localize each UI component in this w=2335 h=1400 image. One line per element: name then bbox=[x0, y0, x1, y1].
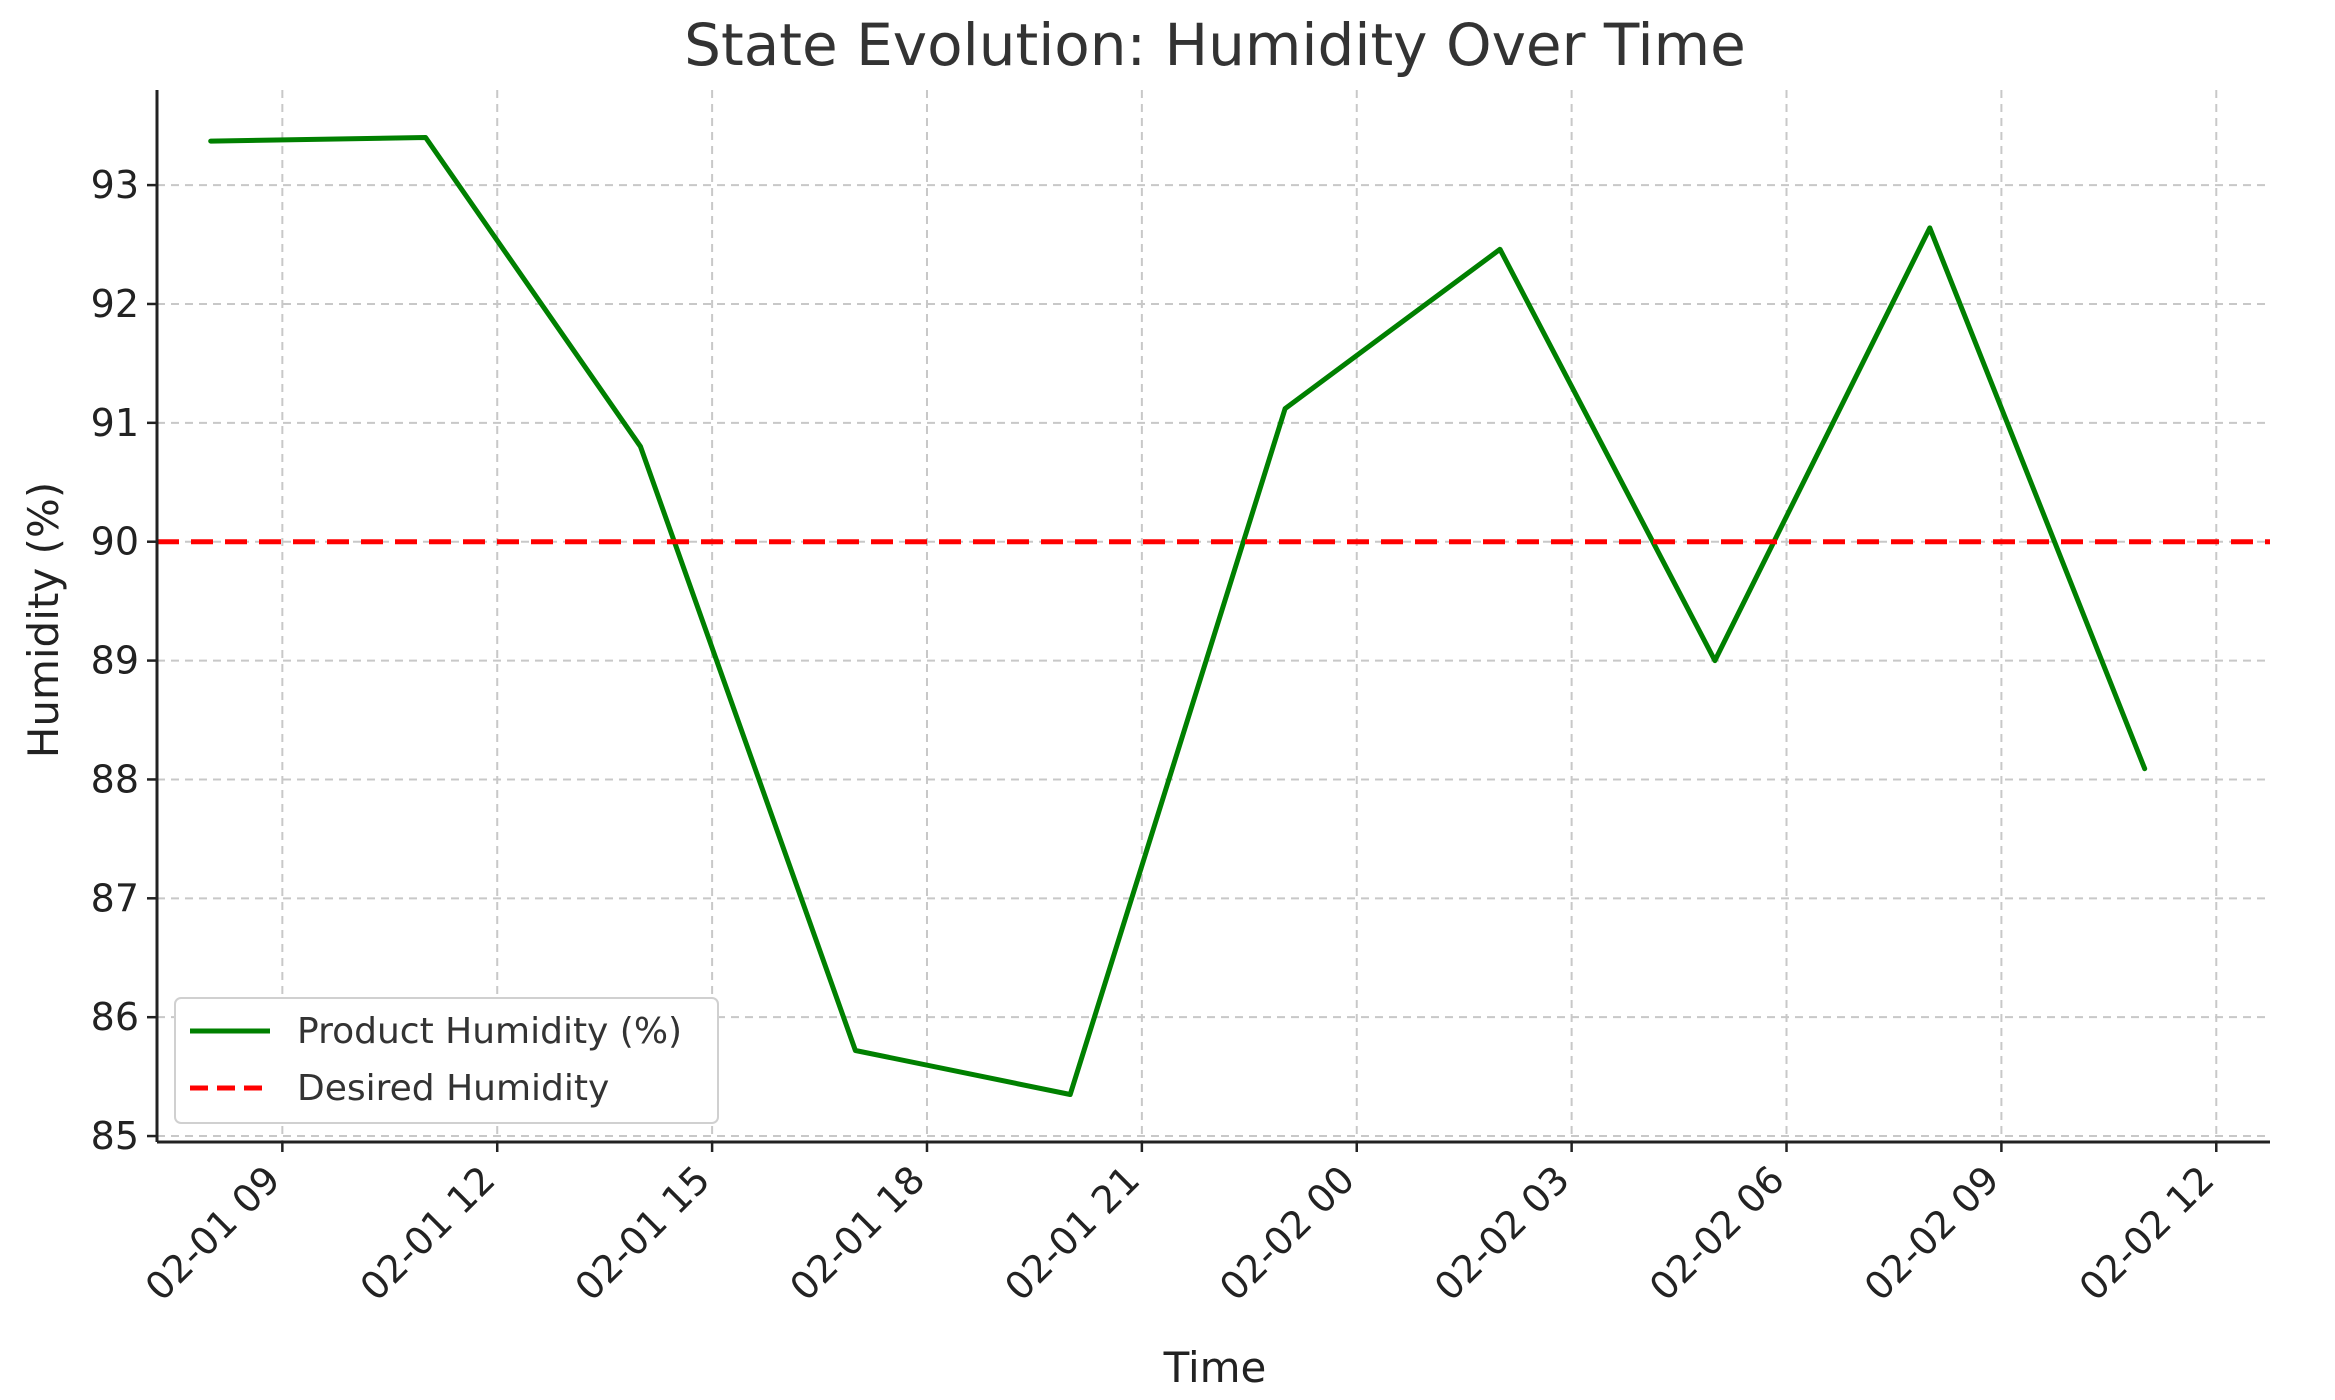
x-axis-label: Time bbox=[1163, 1343, 1267, 1392]
x-tick-label: 02-01 18 bbox=[781, 1157, 933, 1309]
x-tick-label: 02-02 00 bbox=[1211, 1157, 1363, 1309]
x-tick-label: 02-01 15 bbox=[567, 1157, 719, 1309]
x-tick-label: 02-01 21 bbox=[996, 1157, 1148, 1309]
y-tick-label: 85 bbox=[91, 1114, 139, 1158]
x-tick-label: 02-02 12 bbox=[2071, 1157, 2223, 1309]
chart-title: State Evolution: Humidity Over Time bbox=[684, 11, 1746, 79]
x-tick-label: 02-01 12 bbox=[352, 1157, 504, 1309]
x-tick-label: 02-02 06 bbox=[1641, 1157, 1793, 1309]
x-tick-label: 02-02 09 bbox=[1856, 1157, 2008, 1309]
y-tick-label: 91 bbox=[91, 401, 139, 445]
legend-box bbox=[174, 997, 719, 1124]
product-humidity-line bbox=[208, 135, 2148, 1097]
x-tick-label: 02-01 09 bbox=[137, 1157, 289, 1309]
axes bbox=[155, 90, 2270, 1144]
y-tick-label: 92 bbox=[91, 282, 139, 326]
series-layer bbox=[157, 135, 2270, 1097]
x-tick-label: 02-02 03 bbox=[1426, 1157, 1578, 1309]
y-tick-label: 90 bbox=[91, 520, 139, 564]
y-tick-label: 87 bbox=[91, 876, 139, 920]
grid bbox=[157, 90, 2270, 1142]
y-tick-label: 88 bbox=[91, 757, 139, 801]
y-axis-label: Humidity (%) bbox=[19, 482, 68, 758]
y-tick-label: 93 bbox=[91, 163, 139, 207]
legend-label: Desired Humidity bbox=[297, 1068, 609, 1109]
y-tick-label: 86 bbox=[91, 995, 139, 1039]
legend: Product Humidity (%) Desired Humidity bbox=[174, 997, 719, 1124]
legend-label: Product Humidity (%) bbox=[297, 1011, 682, 1052]
y-tick-label: 89 bbox=[91, 639, 139, 683]
ticks: 85 86 87 88 89 90 91 92 93 02-01 09 02-01 12 02-01 … bbox=[91, 163, 2223, 1309]
